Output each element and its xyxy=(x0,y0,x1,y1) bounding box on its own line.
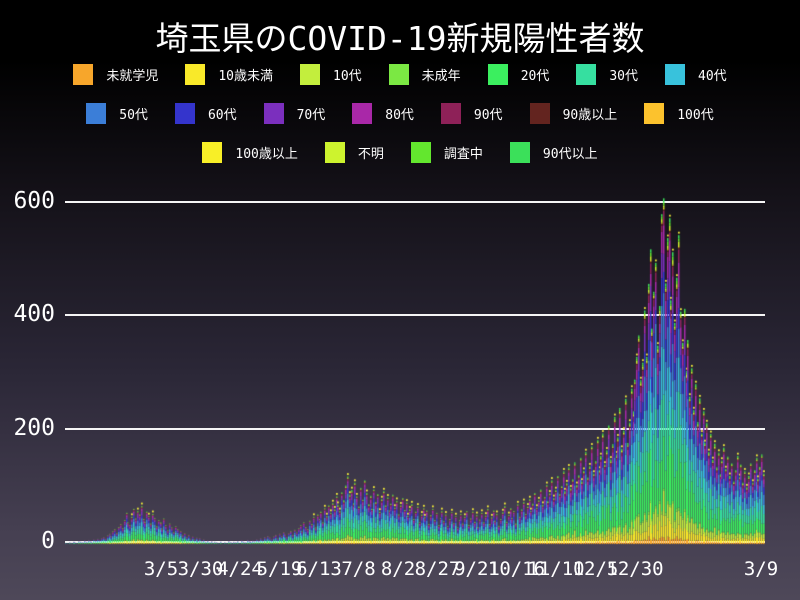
legend-item-13: 100代 xyxy=(644,102,714,124)
legend-swatch-icon xyxy=(509,141,530,163)
legend-label: 90歳以上 xyxy=(562,107,618,123)
x-axis-tick-label: 7/8 xyxy=(341,558,376,580)
legend-item-14: 100歳以上 xyxy=(202,141,298,163)
legend-item-0: 未就学児 xyxy=(73,63,159,85)
legend-row: 100歳以上 不明 調査中 90代以上 xyxy=(0,139,800,165)
legend-swatch-icon xyxy=(73,63,94,85)
legend-swatch-icon xyxy=(202,141,223,163)
legend-swatch-icon xyxy=(352,102,373,124)
legend-swatch-icon xyxy=(440,102,461,124)
legend-label: 90代 xyxy=(473,107,503,123)
legend-label: 30代 xyxy=(609,68,638,84)
x-axis-tick-label: 3/5 xyxy=(143,558,179,580)
y-axis-tick-label: 200 xyxy=(13,414,55,441)
chart-canvas xyxy=(65,188,765,548)
x-axis-tick-label: 8/27 xyxy=(414,558,461,580)
legend-swatch-icon xyxy=(300,63,321,85)
y-axis-tick-label: 0 xyxy=(41,528,55,554)
x-axis-tick-label: 6/13 xyxy=(296,558,342,580)
x-axis-tick-label: 3/9 xyxy=(743,558,779,580)
legend-row: 未就学児 10歳未満 10代 未成年 20代 30代 40代 xyxy=(0,61,800,87)
legend-label: 90代以上 xyxy=(542,146,598,162)
legend-item-15: 不明 xyxy=(324,141,384,163)
x-axis-tick-label: 12/30 xyxy=(606,558,664,580)
legend-label: 10代 xyxy=(333,68,362,84)
legend-swatch-icon xyxy=(86,102,107,124)
legend-label: 10歳未満 xyxy=(218,68,274,84)
x-axis-tick-label: 11/10 xyxy=(527,558,585,580)
legend-swatch-icon xyxy=(388,63,409,85)
legend-label: 調査中 xyxy=(443,146,483,162)
page-title: 埼玉県のCOVID-19新規陽性者数 xyxy=(155,19,645,58)
legend-label: 不明 xyxy=(357,146,384,162)
legend-swatch-icon xyxy=(174,102,195,124)
y-axis-tick-label: 600 xyxy=(13,188,55,214)
legend-item-4: 20代 xyxy=(487,63,550,85)
legend-swatch-icon xyxy=(665,63,685,85)
legend-label: 60代 xyxy=(207,107,237,123)
legend-swatch-icon xyxy=(529,102,550,124)
legend-item-17: 90代以上 xyxy=(509,141,598,163)
x-axis-tick-label: 4/24 xyxy=(217,558,263,580)
legend-row: 50代 60代 70代 80代 90代 90歳以上 100代 xyxy=(0,100,800,126)
legend-label: 未成年 xyxy=(421,68,461,84)
legend-label: 50代 xyxy=(119,107,148,123)
x-axis-tick-label: 5/19 xyxy=(256,558,303,580)
legend-label: 100代 xyxy=(677,107,714,123)
legend-item-7: 50代 xyxy=(86,102,148,124)
legend-label: 20代 xyxy=(520,68,550,84)
legend-item-9: 70代 xyxy=(263,102,326,124)
legend-item-1: 10歳未満 xyxy=(185,63,274,85)
legend-item-8: 60代 xyxy=(174,102,237,124)
legend-item-5: 30代 xyxy=(576,63,638,85)
legend-label: 70代 xyxy=(296,107,326,123)
x-axis-tick-label: 9/21 xyxy=(454,558,500,580)
legend-swatch-icon xyxy=(644,102,665,124)
legend-item-11: 90代 xyxy=(440,102,503,124)
y-axis-tick-label: 400 xyxy=(13,301,55,328)
legend-item-12: 90歳以上 xyxy=(529,102,618,124)
legend-label: 未就学児 xyxy=(106,68,159,84)
legend-item-2: 10代 xyxy=(300,63,362,85)
legend-label: 40代 xyxy=(698,68,727,84)
legend-item-16: 調査中 xyxy=(410,141,483,163)
legend-swatch-icon xyxy=(487,63,508,85)
legend-swatch-icon xyxy=(576,63,597,85)
x-axis-tick-label: 3/30 xyxy=(177,558,224,580)
legend-item-10: 80代 xyxy=(352,102,414,124)
legend-swatch-icon xyxy=(263,102,284,124)
legend-item-3: 未成年 xyxy=(388,63,461,85)
legend-item-6: 40代 xyxy=(665,63,727,85)
x-axis-tick-label: 12/5 xyxy=(572,558,619,580)
legend-swatch-icon xyxy=(185,63,206,85)
legend: 未就学児 10歳未満 10代 未成年 20代 30代 40代 50代 60代 70代 80代 90代 9… xyxy=(0,61,800,178)
legend-swatch-icon xyxy=(410,141,431,163)
x-axis-tick-label: 10/16 xyxy=(487,558,546,580)
legend-swatch-icon xyxy=(324,141,345,163)
x-axis-tick-label: 8/2 xyxy=(380,558,416,580)
legend-label: 100歳以上 xyxy=(235,146,298,162)
legend-label: 80代 xyxy=(385,107,414,123)
